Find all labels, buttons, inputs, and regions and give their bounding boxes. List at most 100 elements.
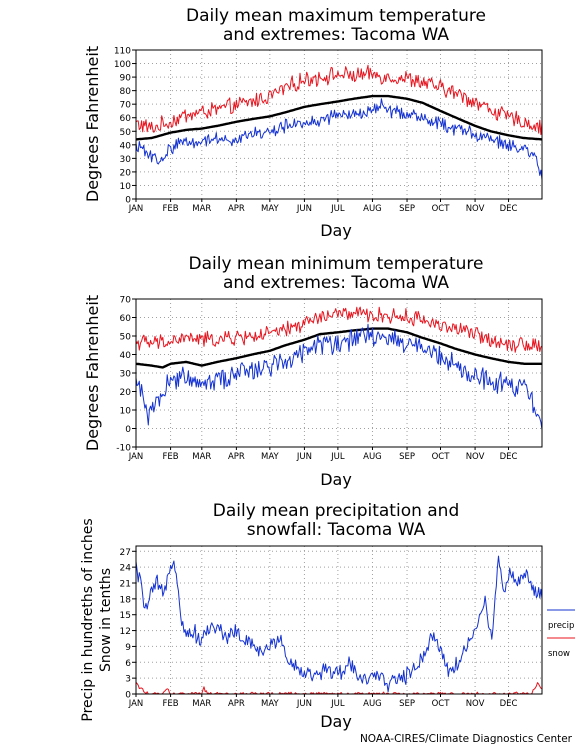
y-tick-label: 60 [120, 314, 132, 324]
x-tick-label: AUG [363, 699, 382, 709]
grid [136, 299, 542, 447]
y-tick-label: 90 [120, 74, 132, 84]
x-tick-label: AUG [363, 204, 382, 214]
y-tick-label: 20 [120, 168, 132, 178]
series-extreme-high-line [135, 64, 543, 136]
y-tick-label: 21 [120, 580, 131, 590]
x-axis-label: Day [320, 221, 352, 240]
chart-title-line: Daily mean maximum temperature [186, 6, 486, 26]
plot-frame [135, 545, 543, 695]
x-tick-label: OCT [432, 452, 451, 462]
plot-frame [135, 49, 543, 200]
y-axis-label: Precip in hundreths of inches [80, 518, 96, 721]
x-tick-label: JUL [330, 699, 345, 709]
y-tick-label: 60 [120, 114, 132, 124]
series-extreme-low-line [135, 98, 543, 180]
y-tick-label: 40 [120, 351, 132, 361]
x-tick-label: JUL [330, 452, 345, 462]
y-tick-label: 40 [120, 141, 132, 151]
x-tick-label: OCT [432, 699, 451, 709]
x-tick-label: APR [228, 699, 245, 709]
y-axis-label: Snow in tenths [98, 568, 114, 672]
y-tick-label: 50 [120, 333, 132, 343]
x-tick-label: FEB [163, 204, 179, 214]
x-tick-label: DEC [500, 452, 518, 462]
y-tick-label: 80 [120, 87, 132, 97]
x-tick-label: DEC [500, 204, 518, 214]
x-tick-label: AUG [363, 452, 382, 462]
y-tick-label: 20 [120, 388, 132, 398]
legend-label-snow: snow [548, 649, 570, 659]
x-tick-label: APR [228, 452, 245, 462]
x-tick-label: MAR [192, 204, 211, 214]
y-tick-label: -10 [116, 444, 131, 454]
chart-title-line: Daily mean minimum temperature [189, 254, 484, 274]
y-tick-label: 110 [114, 47, 131, 57]
x-tick-label: MAY [261, 452, 279, 462]
series-mean-line [135, 94, 543, 141]
y-tick-label: 0 [125, 425, 131, 435]
x-tick-label: SEP [399, 204, 415, 214]
x-tick-label: MAR [192, 452, 211, 462]
y-tick-label: 0 [125, 691, 131, 701]
grid [136, 50, 542, 199]
y-tick-label: 24 [120, 564, 132, 574]
x-tick-label: JAN [128, 699, 144, 709]
y-tick-label: 10 [120, 407, 132, 417]
x-tick-label: NOV [466, 204, 485, 214]
chart-title-line: snowfall: Tacoma WA [247, 520, 426, 540]
series-precip-line [135, 555, 543, 693]
y-tick-label: 12 [120, 627, 131, 637]
series-extreme-high-line [135, 306, 543, 353]
y-tick-label: 70 [120, 101, 132, 111]
x-tick-label: SEP [399, 699, 415, 709]
x-tick-label: FEB [163, 699, 179, 709]
chart-title-line: and extremes: Tacoma WA [223, 25, 449, 45]
x-tick-label: NOV [466, 699, 485, 709]
x-tick-label: JUN [296, 699, 312, 709]
y-tick-label: 18 [120, 595, 132, 605]
y-axis-label: Degrees Fahrenheit [83, 46, 102, 202]
y-axis-label: Degrees Fahrenheit [83, 295, 102, 451]
y-tick-label: 30 [120, 370, 132, 380]
y-tick-label: 100 [114, 60, 131, 70]
legend: precip snow [547, 609, 575, 659]
chart-title-line: Daily mean precipitation and [213, 501, 460, 521]
y-tick-label: 30 [120, 155, 132, 165]
x-tick-label: MAR [192, 699, 211, 709]
y-tick-label: 10 [120, 182, 132, 192]
x-tick-label: JUN [296, 452, 312, 462]
x-tick-label: JUN [296, 204, 312, 214]
grid [136, 546, 542, 694]
y-tick-label: 9 [125, 643, 131, 653]
series-extreme-low-line [135, 323, 543, 430]
x-tick-label: JUL [330, 204, 345, 214]
x-tick-label: DEC [500, 699, 518, 709]
credit-text: NOAA-CIRES/Climate Diagnostics Center [360, 733, 573, 745]
x-tick-label: JAN [128, 204, 144, 214]
series-mean-line [135, 327, 543, 369]
x-tick-label: OCT [432, 204, 451, 214]
series-snow-line [135, 681, 543, 695]
y-tick-label: 3 [125, 675, 131, 685]
y-tick-label: 70 [120, 296, 132, 306]
y-tick-label: 0 [125, 196, 131, 206]
chart-title-line: and extremes: Tacoma WA [223, 273, 449, 293]
legend-label-precip: precip [548, 621, 574, 631]
x-axis-label: Day [320, 712, 352, 731]
x-tick-label: SEP [399, 452, 415, 462]
x-tick-label: APR [228, 204, 245, 214]
x-tick-label: FEB [163, 452, 179, 462]
y-tick-label: 15 [120, 611, 131, 621]
x-tick-label: JAN [128, 452, 144, 462]
x-tick-label: MAY [261, 699, 279, 709]
x-tick-label: NOV [466, 452, 485, 462]
y-tick-label: 50 [120, 128, 132, 138]
x-tick-label: MAY [261, 204, 279, 214]
y-tick-label: 6 [125, 659, 131, 669]
x-axis-label: Day [320, 470, 352, 489]
